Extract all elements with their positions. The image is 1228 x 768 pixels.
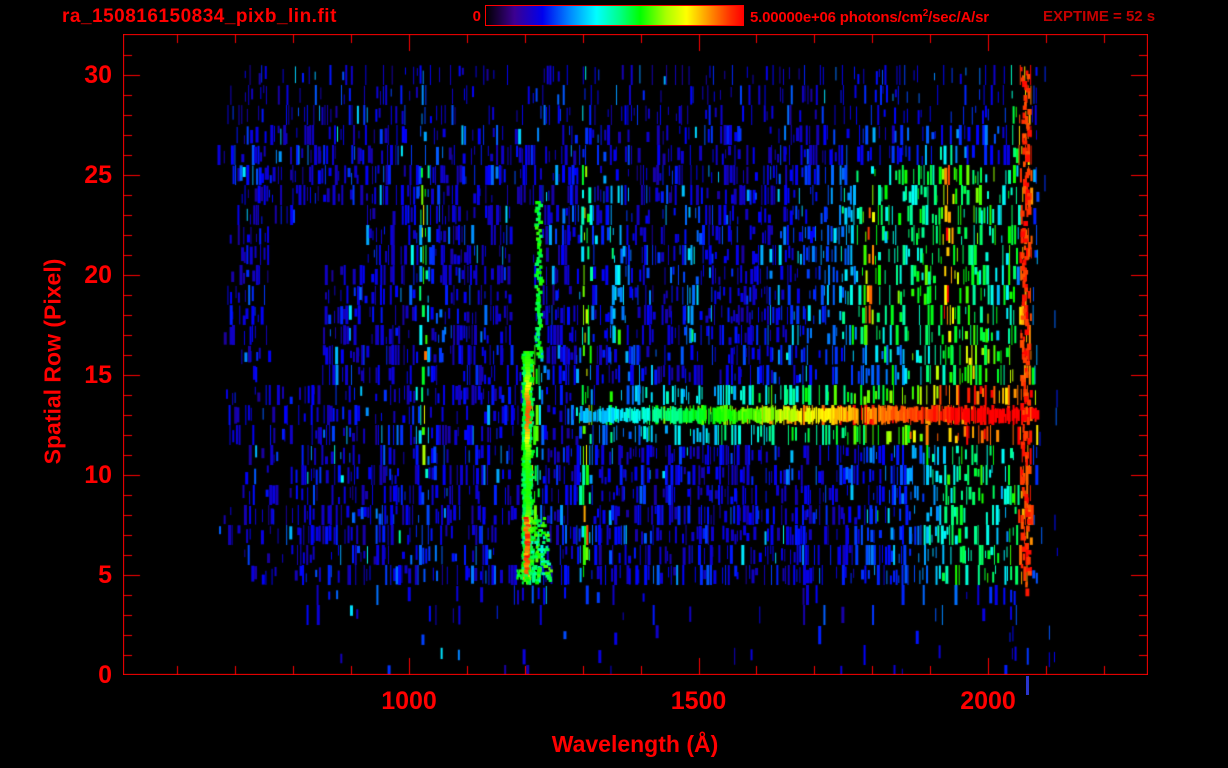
- colorbar-max-value: 5.00000e+06 photons/cm: [750, 9, 923, 26]
- colorbar-max-superscript: 2: [922, 8, 929, 19]
- plot-area: [123, 34, 1148, 675]
- plot-title: ra_150816150834_pixb_lin.fit: [62, 6, 337, 27]
- y-tick-label-5: 5: [98, 561, 112, 589]
- y-tick-label-15: 15: [84, 361, 112, 389]
- y-tick-label-20: 20: [84, 261, 112, 289]
- y-tick-label-10: 10: [84, 461, 112, 489]
- below-axis-artifact: [1026, 676, 1029, 695]
- colorbar-max-label: 5.00000e+06 photons/cm2/sec/A/sr: [750, 8, 989, 26]
- colorbar-max-units: /sec/A/sr: [928, 9, 989, 26]
- x-tick-label-1000: 1000: [381, 687, 437, 715]
- spectrum-heatmap-canvas: [123, 34, 1148, 675]
- x-axis-label: Wavelength (Å): [551, 731, 719, 757]
- x-tick-label-1500: 1500: [670, 687, 727, 715]
- y-tick-label-30: 30: [84, 61, 112, 89]
- colorbar-gradient-icon: [486, 6, 743, 25]
- colorbar-min-label: 0: [472, 8, 481, 25]
- y-axis-label: Spatial Row (Pixel): [39, 258, 66, 465]
- exptime-label: EXPTIME = 52 s: [1043, 8, 1156, 25]
- y-tick-label-25: 25: [84, 161, 112, 189]
- x-tick-label-2000: 2000: [960, 687, 1016, 715]
- colorbar: [485, 5, 744, 26]
- y-tick-label-0: 0: [98, 661, 112, 689]
